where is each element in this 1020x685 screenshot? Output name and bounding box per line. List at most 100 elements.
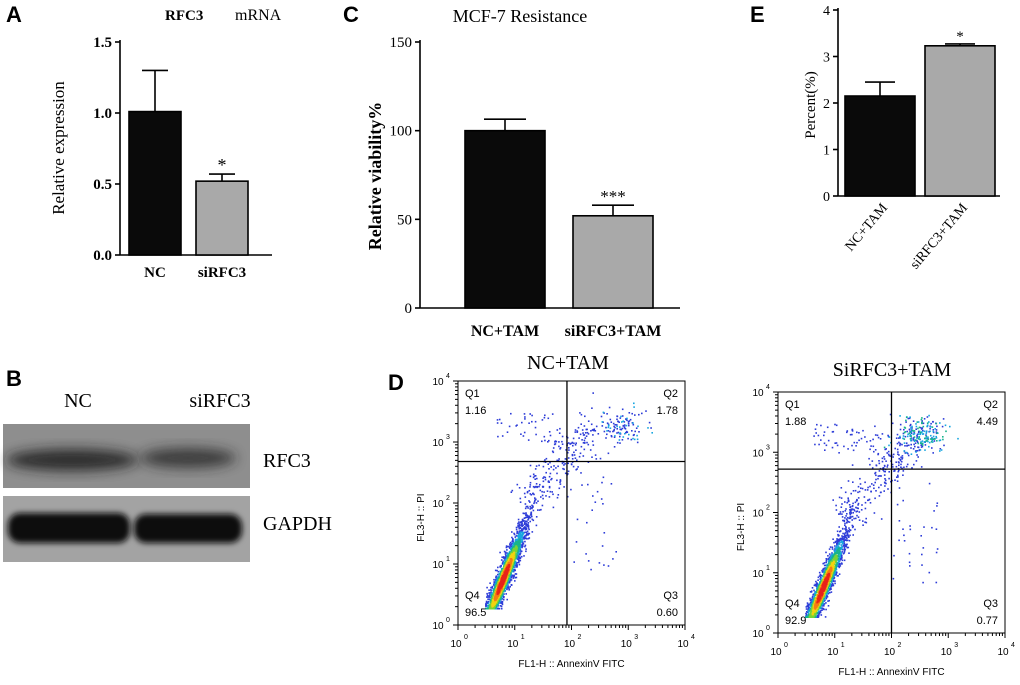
x-tick-label: 10	[941, 647, 953, 658]
event-dot	[522, 524, 524, 527]
event-dot	[600, 498, 603, 500]
event-dot	[505, 546, 508, 549]
event-dot	[626, 431, 629, 433]
event-dot	[503, 550, 506, 553]
event-dot	[916, 450, 919, 452]
event-dot	[507, 587, 510, 589]
event-dot	[853, 508, 855, 511]
event-dot	[807, 603, 809, 606]
event-dot	[809, 591, 812, 593]
event-dot	[896, 433, 899, 436]
event-dot	[616, 428, 618, 430]
event-dot	[898, 487, 901, 489]
event-dot	[601, 421, 604, 423]
event-dot	[872, 445, 875, 448]
event-dot	[884, 448, 886, 451]
event-dot	[503, 587, 506, 589]
event-dot	[567, 470, 570, 473]
event-dot	[568, 449, 570, 451]
event-dot	[495, 607, 497, 610]
event-dot	[509, 544, 511, 546]
event-dot	[608, 406, 611, 409]
event-dot	[606, 413, 608, 415]
event-dot	[935, 435, 937, 438]
event-dot	[851, 429, 853, 431]
y-tick-exponent: 2	[766, 505, 770, 512]
event-dot	[505, 582, 507, 585]
event-dot	[514, 573, 517, 575]
event-dot	[910, 429, 913, 431]
event-dot	[547, 441, 549, 443]
event-dot	[524, 487, 526, 489]
event-dot	[509, 585, 511, 588]
event-dot	[504, 562, 506, 564]
event-dot	[605, 437, 607, 439]
event-dot	[809, 597, 811, 600]
event-dot	[880, 518, 883, 520]
event-dot	[551, 477, 553, 480]
event-dot	[618, 421, 620, 423]
event-dot	[587, 461, 590, 463]
event-dot	[500, 601, 503, 603]
event-dot	[626, 419, 628, 422]
event-dot	[831, 560, 833, 563]
event-dot	[921, 445, 924, 448]
event-dot	[631, 412, 633, 415]
event-dot	[522, 543, 525, 545]
event-dot	[564, 463, 566, 465]
event-dot	[574, 444, 577, 446]
panel-b-western-blot: B NC siRFC3 RFC3 GAPDH	[3, 366, 332, 562]
panel-c: C MCF-7 Resistance Relative viability% 0…	[343, 2, 680, 340]
event-dot	[517, 524, 519, 527]
event-dot	[575, 541, 578, 543]
event-dot	[906, 463, 909, 466]
event-dot	[936, 425, 938, 428]
event-dot	[573, 454, 576, 456]
event-dot	[525, 505, 528, 508]
event-dot	[531, 420, 533, 423]
significance-marker: *	[218, 155, 227, 175]
event-dot	[510, 491, 513, 493]
event-dot	[601, 545, 604, 547]
event-dot	[513, 550, 516, 552]
event-dot	[921, 553, 923, 556]
event-dot	[886, 466, 889, 468]
event-dot	[554, 441, 556, 443]
event-dot	[917, 421, 920, 423]
event-dot	[929, 426, 932, 428]
event-dot	[884, 479, 887, 482]
event-dot	[493, 578, 495, 581]
event-dot	[584, 441, 586, 444]
event-dot	[902, 435, 905, 437]
event-dot	[507, 545, 510, 548]
event-dot	[490, 590, 492, 592]
event-dot	[905, 421, 907, 423]
event-dot	[861, 487, 864, 490]
event-dot	[836, 558, 838, 560]
event-dot	[925, 434, 927, 436]
event-dot	[524, 540, 526, 543]
event-dot	[874, 472, 876, 475]
event-dot	[839, 511, 842, 513]
event-dot	[850, 509, 853, 511]
event-dot	[590, 423, 593, 426]
event-dot	[810, 601, 813, 603]
event-dot	[630, 438, 633, 441]
event-dot	[525, 523, 527, 526]
event-dot	[531, 515, 533, 518]
event-dot	[903, 442, 906, 444]
event-dot	[619, 433, 622, 435]
event-dot	[903, 426, 906, 429]
event-dot	[823, 564, 826, 567]
event-dot	[931, 447, 933, 449]
event-dot	[928, 482, 931, 485]
event-dot	[841, 545, 843, 548]
event-dot	[845, 535, 847, 537]
event-dot	[929, 430, 931, 433]
event-dot	[521, 528, 523, 530]
event-dot	[636, 434, 638, 437]
event-dot	[607, 425, 610, 427]
event-dot	[811, 597, 814, 599]
event-dot	[838, 543, 841, 545]
event-dot	[932, 420, 934, 423]
